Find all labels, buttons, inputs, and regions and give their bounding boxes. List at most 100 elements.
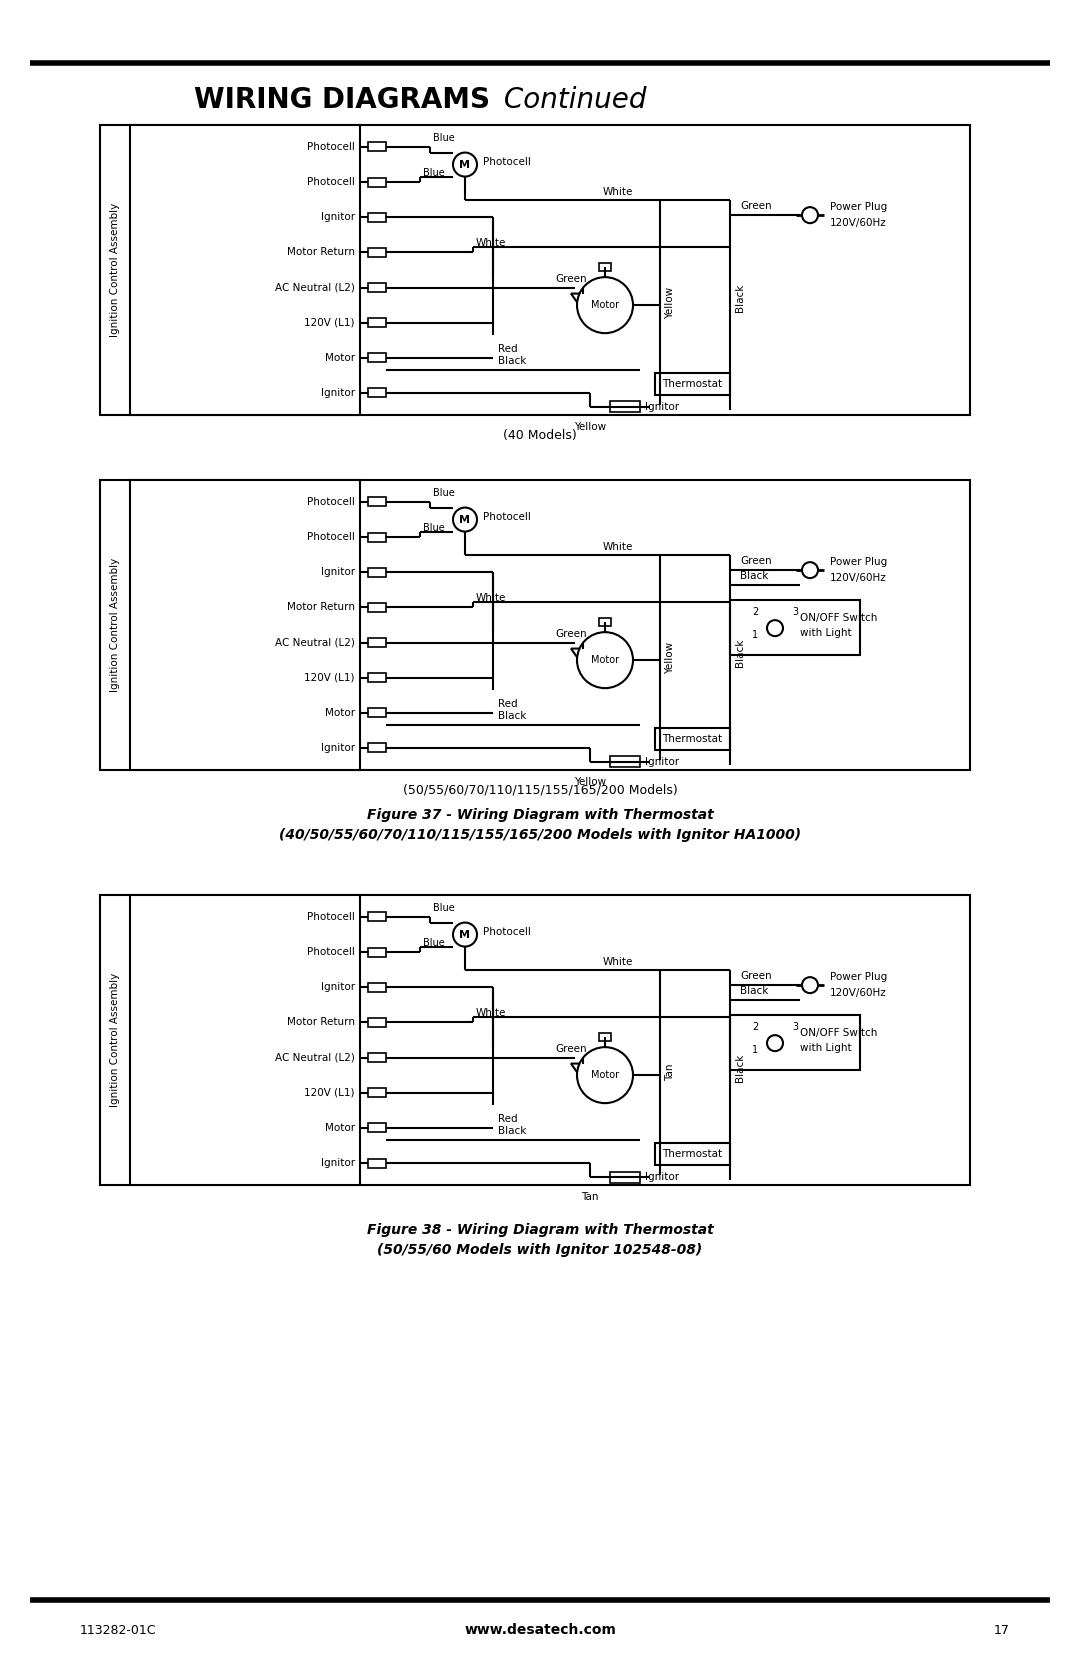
Text: 120V (L1): 120V (L1) xyxy=(305,673,355,683)
Circle shape xyxy=(802,562,818,577)
Bar xyxy=(368,1123,386,1132)
Text: Ignitor: Ignitor xyxy=(645,1172,679,1182)
Text: Motor Return: Motor Return xyxy=(287,247,355,257)
Text: Green: Green xyxy=(555,1043,586,1053)
Text: Green: Green xyxy=(740,556,771,566)
Bar xyxy=(368,1053,386,1061)
Text: Motor: Motor xyxy=(591,1070,619,1080)
Text: 3: 3 xyxy=(792,1021,798,1031)
Text: Black: Black xyxy=(498,1127,526,1137)
Text: Blue: Blue xyxy=(423,522,445,532)
Text: Photocell: Photocell xyxy=(307,532,355,542)
Text: White: White xyxy=(476,239,507,249)
Text: Green: Green xyxy=(740,971,771,981)
Text: M: M xyxy=(459,160,471,170)
Text: Red: Red xyxy=(498,1113,517,1123)
Text: Power Plug: Power Plug xyxy=(831,557,888,567)
Circle shape xyxy=(577,1046,633,1103)
Text: Thermostat: Thermostat xyxy=(662,379,723,389)
Text: (40 Models): (40 Models) xyxy=(503,429,577,442)
Bar xyxy=(368,249,386,257)
Text: Yellow: Yellow xyxy=(573,778,606,788)
Text: Figure 38 - Wiring Diagram with Thermostat: Figure 38 - Wiring Diagram with Thermost… xyxy=(366,1223,714,1237)
Bar xyxy=(100,481,970,769)
Text: Red: Red xyxy=(498,344,517,354)
Text: 120V/60Hz: 120V/60Hz xyxy=(831,219,887,229)
Text: Tan: Tan xyxy=(581,1192,598,1202)
Text: Black: Black xyxy=(735,638,745,666)
Text: 120V (L1): 120V (L1) xyxy=(305,1088,355,1098)
Text: M: M xyxy=(459,930,471,940)
Text: 1: 1 xyxy=(752,1045,758,1055)
Text: 120V/60Hz: 120V/60Hz xyxy=(831,572,887,582)
Text: www.desatech.com: www.desatech.com xyxy=(464,1622,616,1637)
Polygon shape xyxy=(571,294,595,310)
Circle shape xyxy=(453,923,477,946)
Text: Photocell: Photocell xyxy=(307,911,355,921)
Bar xyxy=(654,372,730,396)
Text: Ignitor: Ignitor xyxy=(321,983,355,993)
Bar xyxy=(368,983,386,991)
Text: Yellow: Yellow xyxy=(665,641,675,674)
Text: Power Plug: Power Plug xyxy=(831,202,888,212)
Text: Ignition Control Assembly: Ignition Control Assembly xyxy=(110,204,120,337)
Text: Thermostat: Thermostat xyxy=(662,734,723,744)
Text: Tan: Tan xyxy=(665,1063,675,1082)
Bar xyxy=(610,756,640,768)
Text: Black: Black xyxy=(740,571,768,581)
Text: Motor: Motor xyxy=(325,352,355,362)
Text: 17: 17 xyxy=(994,1624,1010,1637)
Text: White: White xyxy=(603,187,633,197)
Text: Ignitor: Ignitor xyxy=(321,387,355,397)
Circle shape xyxy=(453,152,477,177)
Text: Photocell: Photocell xyxy=(483,926,531,936)
Text: Blue: Blue xyxy=(433,487,455,497)
Text: Thermostat: Thermostat xyxy=(662,1148,723,1158)
Bar xyxy=(368,532,386,542)
Text: Motor: Motor xyxy=(325,708,355,718)
Circle shape xyxy=(453,507,477,531)
Text: Photocell: Photocell xyxy=(307,177,355,187)
Text: Yellow: Yellow xyxy=(573,422,606,432)
Text: White: White xyxy=(476,1008,507,1018)
Text: Motor: Motor xyxy=(591,656,619,666)
Bar xyxy=(130,481,360,769)
Text: Continued: Continued xyxy=(495,87,647,113)
Text: Blue: Blue xyxy=(423,938,445,948)
Bar xyxy=(730,1015,860,1070)
Text: AC Neutral (L2): AC Neutral (L2) xyxy=(275,1053,355,1063)
Bar xyxy=(368,354,386,362)
Text: Green: Green xyxy=(740,202,771,212)
Text: ON/OFF Switch: ON/OFF Switch xyxy=(800,1028,877,1038)
Bar xyxy=(610,1172,640,1183)
Bar xyxy=(654,728,730,749)
Text: 2: 2 xyxy=(752,1021,758,1031)
Bar xyxy=(599,618,611,626)
Circle shape xyxy=(802,207,818,224)
Text: (50/55/60 Models with Ignitor 102548-08): (50/55/60 Models with Ignitor 102548-08) xyxy=(377,1243,703,1257)
Bar xyxy=(368,567,386,577)
Text: Motor Return: Motor Return xyxy=(287,1018,355,1028)
Bar xyxy=(368,212,386,222)
Text: WIRING DIAGRAMS: WIRING DIAGRAMS xyxy=(194,87,490,113)
Circle shape xyxy=(577,633,633,688)
Text: with Light: with Light xyxy=(800,628,852,638)
Polygon shape xyxy=(571,1063,595,1080)
Text: Ignitor: Ignitor xyxy=(321,743,355,753)
Text: Blue: Blue xyxy=(433,134,455,144)
Bar xyxy=(368,284,386,292)
Text: Motor Return: Motor Return xyxy=(287,603,355,613)
Circle shape xyxy=(767,621,783,636)
Text: Power Plug: Power Plug xyxy=(831,971,888,981)
Bar xyxy=(368,1158,386,1168)
Bar xyxy=(368,948,386,956)
Bar xyxy=(654,1143,730,1165)
Text: Black: Black xyxy=(498,711,526,721)
Text: Red: Red xyxy=(498,699,517,709)
Text: White: White xyxy=(603,542,633,552)
Text: 2: 2 xyxy=(752,608,758,618)
Text: Green: Green xyxy=(555,274,586,284)
Text: AC Neutral (L2): AC Neutral (L2) xyxy=(275,638,355,648)
Bar xyxy=(368,638,386,648)
Text: (40/50/55/60/70/110/115/155/165/200 Models with Ignitor HA1000): (40/50/55/60/70/110/115/155/165/200 Mode… xyxy=(279,828,801,841)
